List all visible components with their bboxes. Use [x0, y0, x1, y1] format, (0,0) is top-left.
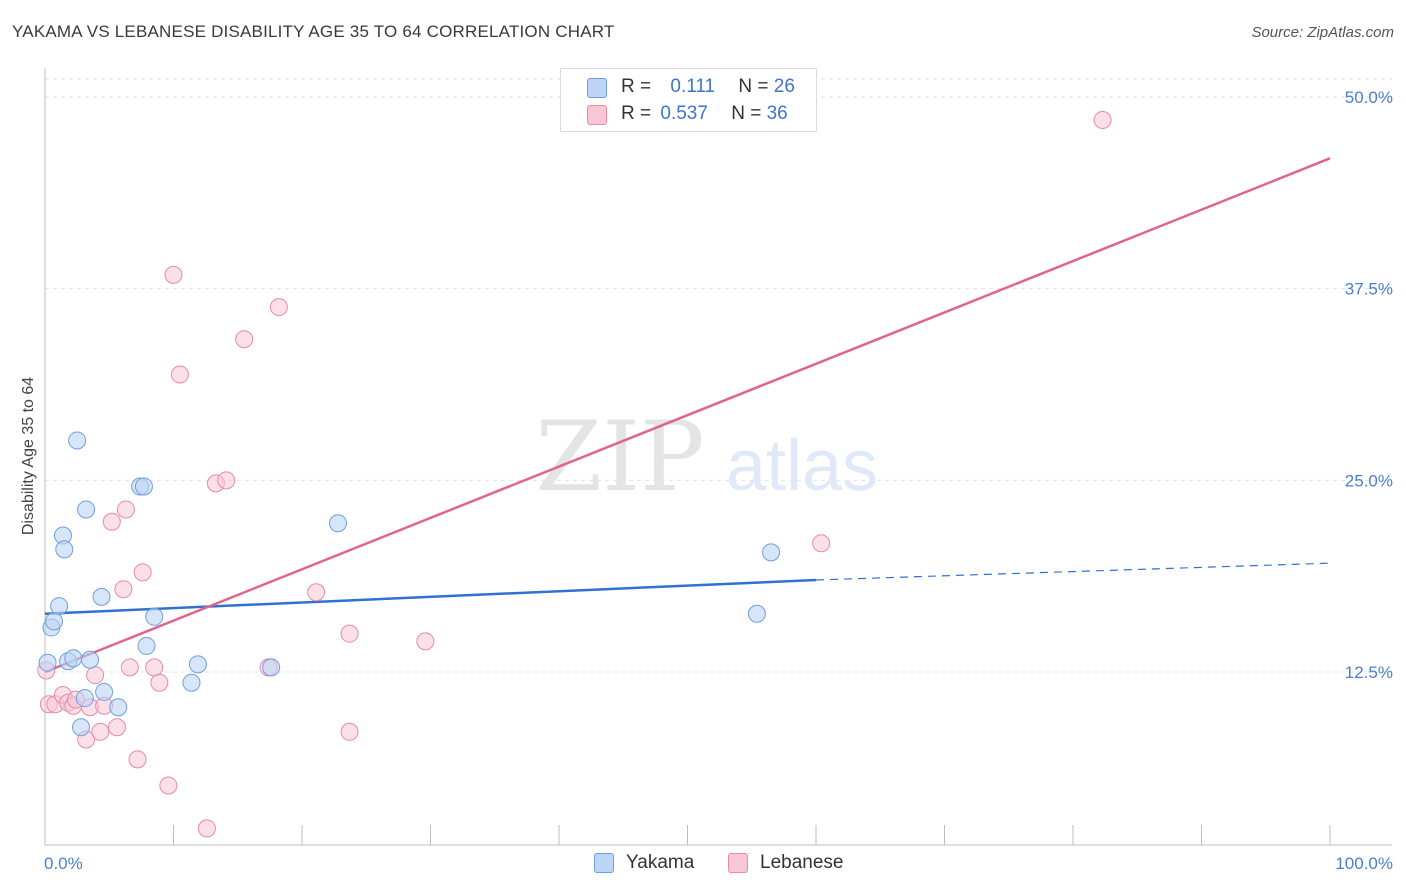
- lebanese-point: [307, 583, 326, 602]
- yakama-swatch: [587, 78, 607, 98]
- yakama-point: [71, 718, 90, 737]
- lebanese-point: [269, 298, 288, 317]
- yakama-point: [64, 649, 83, 668]
- y-axis-label: Disability Age 35 to 64: [20, 377, 37, 535]
- lebanese-point: [150, 673, 169, 692]
- tick-labels: 12.5% 25.0% 37.5% 50.0% 0.0% 100.0%: [44, 88, 1393, 873]
- correlation-legend: R = 0.111 N = 26 R = 0.537 N = 36: [560, 68, 817, 132]
- lebanese-point: [128, 750, 147, 769]
- yakama-point: [50, 597, 69, 616]
- y-tick-label: 37.5%: [1345, 280, 1393, 299]
- lebanese-point: [235, 330, 254, 349]
- lebanese-point: [170, 365, 189, 384]
- lebanese-point: [1093, 111, 1112, 129]
- legend-item-lebanese[interactable]: Lebanese: [728, 852, 843, 874]
- y-tick-label: 12.5%: [1345, 663, 1393, 682]
- lebanese-point: [114, 580, 133, 599]
- lebanese-point: [812, 534, 831, 553]
- lebanese-point: [145, 658, 164, 677]
- yakama-trend-extension: [815, 562, 1331, 581]
- lebanese-point: [340, 624, 359, 643]
- lebanese-point: [197, 819, 216, 838]
- legend-r-label: R =: [621, 76, 652, 97]
- lebanese-point: [164, 265, 183, 284]
- axes: [44, 68, 1392, 846]
- yakama-point: [68, 431, 87, 450]
- yakama-point: [38, 653, 57, 672]
- legend-r-label: R =: [621, 103, 652, 124]
- yakama-point: [92, 587, 111, 606]
- lebanese-point: [116, 500, 135, 519]
- yakama-point: [55, 540, 74, 559]
- series-legend: Yakama Lebanese: [0, 852, 1406, 876]
- lebanese-point: [217, 471, 236, 490]
- yakama-point: [95, 682, 114, 701]
- lebanese-point: [86, 666, 105, 685]
- x-tick-label: 0.0%: [44, 854, 83, 873]
- yakama-point: [137, 636, 156, 655]
- legend-n-label: N =: [731, 103, 762, 124]
- lebanese-point: [91, 722, 110, 741]
- legend-item-yakama[interactable]: Yakama: [594, 852, 694, 874]
- yakama-point: [44, 612, 63, 631]
- watermark-atlas: atlas: [726, 426, 878, 506]
- yakama-trend-line: [44, 578, 817, 615]
- lebanese-point: [120, 658, 139, 677]
- lebanese-trend-line: [44, 157, 1331, 674]
- yakama-point: [77, 500, 96, 519]
- yakama-point: [262, 658, 281, 677]
- legend-label-yakama: Yakama: [626, 852, 695, 873]
- lebanese-point: [340, 722, 359, 741]
- lebanese-point: [107, 718, 126, 737]
- yakama-point: [109, 698, 128, 717]
- y-tick-label: 50.0%: [1345, 88, 1393, 107]
- legend-r-value: 0.537: [660, 103, 708, 124]
- trend-lines: [44, 157, 1331, 674]
- legend-n-label: N =: [738, 76, 769, 97]
- yakama-point: [182, 673, 201, 692]
- yakama-point: [762, 543, 781, 562]
- source-label: Source: ZipAtlas.com: [1251, 24, 1394, 41]
- legend-label-lebanese: Lebanese: [760, 852, 844, 873]
- yakama-legend-swatch: [594, 853, 614, 873]
- yakama-point: [134, 477, 153, 496]
- chart-title: YAKAMA VS LEBANESE DISABILITY AGE 35 TO …: [12, 22, 615, 41]
- lebanese-legend-swatch: [728, 853, 748, 873]
- yakama-point: [145, 607, 164, 626]
- lebanese-point: [102, 512, 121, 531]
- yakama-point: [188, 655, 207, 674]
- legend-n-value: 26: [773, 76, 795, 97]
- watermark: ZIP atlas: [535, 401, 878, 513]
- x-tick-label: 100.0%: [1335, 854, 1393, 873]
- yakama-point: [80, 650, 99, 669]
- yakama-points: [38, 431, 781, 737]
- y-tick-label: 25.0%: [1345, 471, 1393, 490]
- lebanese-point: [133, 563, 152, 582]
- yakama-point: [328, 514, 347, 533]
- legend-n-value: 36: [766, 103, 788, 124]
- lebanese-swatch: [587, 105, 607, 125]
- legend-r-value: 0.111: [670, 76, 716, 97]
- yakama-point: [747, 604, 766, 623]
- lebanese-point: [159, 776, 178, 795]
- yakama-point: [75, 689, 94, 708]
- lebanese-point: [416, 632, 435, 651]
